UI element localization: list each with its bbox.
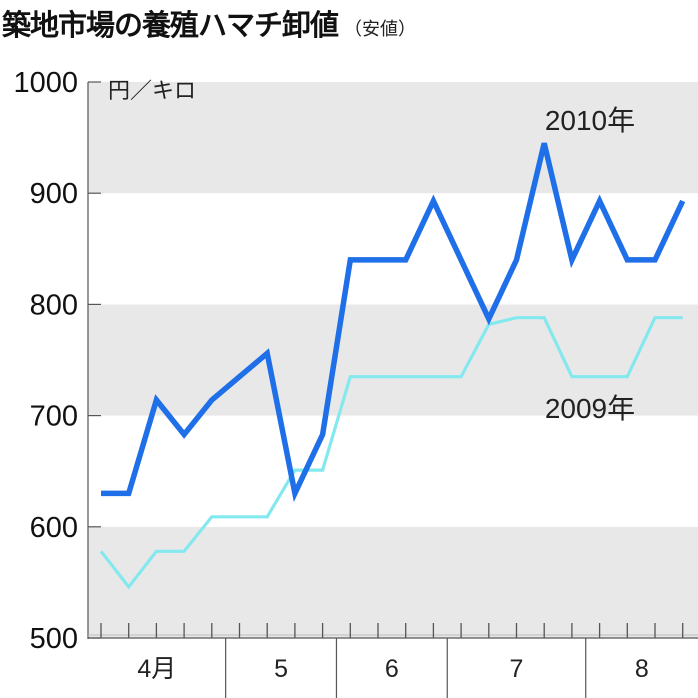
- month-label: 4月: [137, 655, 176, 683]
- y-tick-label: 600: [30, 512, 78, 544]
- y-tick-label: 800: [30, 289, 78, 321]
- y-tick-label: 900: [30, 178, 78, 210]
- series-label-2009: 2009年: [545, 393, 635, 424]
- y-tick-label: 700: [30, 401, 78, 433]
- gray-band: [88, 82, 698, 194]
- series-label-2010: 2010年: [545, 105, 635, 136]
- series-labels: 2010年 2009年: [545, 105, 635, 424]
- x-axis: 4月 5 6 7 8: [88, 623, 698, 698]
- month-label: 8: [635, 655, 649, 683]
- series-2009-line: [99, 316, 683, 590]
- chart-title-sub: （安値）: [344, 19, 417, 40]
- gray-band: [88, 526, 698, 638]
- white-band: [88, 415, 698, 527]
- chart-title-main: 築地市場の養殖ハマチ卸値: [2, 8, 339, 42]
- y-axis: 500 600 700 800 900 1000: [13, 67, 101, 655]
- gray-band: [88, 304, 698, 416]
- y-tick-label: 1000: [13, 67, 78, 99]
- data-lines: [99, 142, 686, 590]
- y-unit-label: 円／キロ: [108, 79, 196, 104]
- background-bands: [88, 82, 698, 638]
- chart-title: 築地市場の養殖ハマチ卸値 （安値）: [2, 2, 416, 44]
- month-label: 7: [510, 655, 524, 683]
- series-2010-line: [101, 142, 686, 503]
- month-label: 5: [274, 655, 288, 683]
- month-label: 6: [385, 655, 399, 683]
- y-tick-label: 500: [30, 623, 78, 655]
